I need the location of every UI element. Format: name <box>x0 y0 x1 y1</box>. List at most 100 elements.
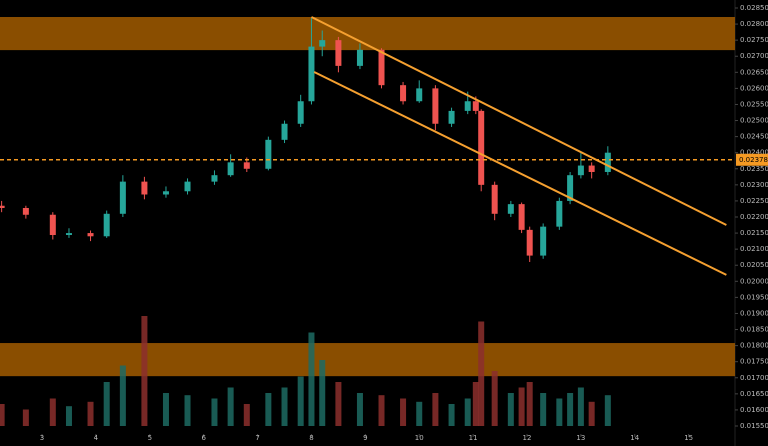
volume-bar <box>265 393 272 426</box>
x-tick-label: 6 <box>201 434 206 442</box>
x-tick-label: 15 <box>684 434 693 442</box>
candle-body <box>227 162 234 176</box>
candle-body <box>265 139 272 169</box>
candle-body <box>518 204 525 230</box>
candle-body <box>567 175 574 201</box>
candle-body <box>119 181 126 214</box>
candle-body <box>491 184 498 214</box>
volume-bar <box>319 360 326 426</box>
channel-line <box>311 16 727 226</box>
x-tick-label: 12 <box>523 434 532 442</box>
candle-body <box>478 110 485 185</box>
volume-bar <box>65 406 72 426</box>
candle-body <box>49 214 56 236</box>
volume-bar <box>472 382 479 426</box>
volume-bar <box>227 387 234 426</box>
volume-bar <box>432 393 439 426</box>
volume-bar <box>22 409 29 426</box>
volume-bar <box>356 393 363 426</box>
volume-bar <box>243 404 250 426</box>
volume-bar <box>588 401 595 426</box>
volume-bar <box>478 321 485 426</box>
candle-body <box>356 49 363 66</box>
x-tick-label: 8 <box>309 434 313 442</box>
candle-body <box>319 40 326 47</box>
x-tick-label: 7 <box>255 434 259 442</box>
x-tick-label: 9 <box>363 434 367 442</box>
y-tick-label: 0.015500 <box>740 422 768 430</box>
candle-body <box>335 40 342 66</box>
candle-body <box>87 233 94 237</box>
candle-body <box>184 181 191 192</box>
volume-bar <box>507 393 514 426</box>
volume-bar <box>87 401 94 426</box>
volume-bar <box>416 401 423 426</box>
candle-body <box>588 165 595 172</box>
candle-body <box>464 101 471 111</box>
channel-line <box>313 71 727 276</box>
volume-bar <box>464 398 471 426</box>
candle-body <box>103 213 110 237</box>
candle-body <box>432 88 439 124</box>
volume-bar <box>556 398 563 426</box>
volume-bar <box>577 387 584 426</box>
volume-bar <box>378 395 385 426</box>
x-tick-label: 3 <box>40 434 44 442</box>
x-tick-label: 14 <box>630 434 639 442</box>
candle-body <box>378 49 385 86</box>
volume-bar <box>518 387 525 426</box>
candle-body <box>162 191 169 195</box>
candle-body <box>281 123 288 140</box>
x-tick-label: 11 <box>469 434 478 442</box>
candle-body <box>400 85 407 102</box>
volume-bar <box>162 393 169 426</box>
candle-body <box>448 110 455 124</box>
candle-body <box>0 205 5 208</box>
volume-bar <box>491 371 498 426</box>
volume-bar <box>103 382 110 426</box>
candle-body <box>211 175 218 182</box>
volume-bar <box>119 365 126 426</box>
candle-body <box>308 46 315 102</box>
candle-body <box>507 204 514 214</box>
candle-body <box>243 162 250 169</box>
candle-body <box>472 101 479 111</box>
volume-bar <box>297 376 304 426</box>
volume-bar <box>211 398 218 426</box>
volume-bar <box>400 398 407 426</box>
candle-body <box>22 207 29 215</box>
volume-bar <box>567 393 574 426</box>
price-label-box <box>736 153 768 166</box>
x-tick-label: 13 <box>576 434 585 442</box>
candle-body <box>577 165 584 176</box>
volume-bar <box>540 393 547 426</box>
candle-body <box>297 101 304 124</box>
x-tick-label: 5 <box>148 434 152 442</box>
volume-bar <box>0 404 5 426</box>
